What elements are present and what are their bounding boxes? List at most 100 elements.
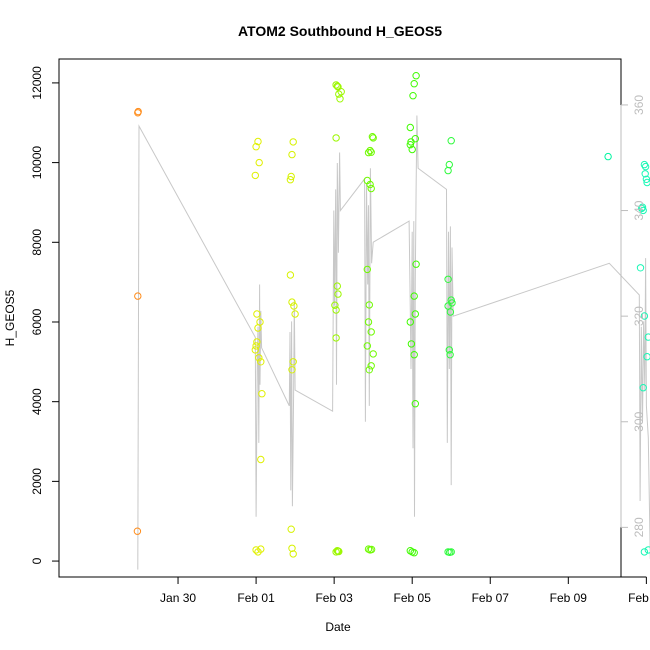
y-tick-label: 6000 xyxy=(30,308,44,335)
data-point xyxy=(333,282,341,290)
data-point xyxy=(638,203,647,211)
data-point xyxy=(407,340,416,348)
x-axis-label: Date xyxy=(325,620,351,634)
data-point xyxy=(410,292,418,300)
data-point xyxy=(367,184,375,193)
data-point xyxy=(291,310,299,318)
data-point xyxy=(407,138,415,146)
data-point xyxy=(289,358,297,366)
series-4 xyxy=(363,133,377,554)
data-point xyxy=(368,133,377,141)
data-points-group xyxy=(133,72,650,558)
data-point xyxy=(444,302,452,310)
data-point xyxy=(252,143,260,151)
data-point xyxy=(367,362,375,370)
series-1 xyxy=(251,137,266,556)
y-tick-label: 8000 xyxy=(30,229,44,256)
data-point xyxy=(363,342,371,350)
data-point xyxy=(290,302,298,310)
data-point xyxy=(365,366,373,374)
data-point xyxy=(363,265,371,274)
data-point xyxy=(444,166,452,175)
data-point xyxy=(369,134,377,142)
plot-area xyxy=(58,58,650,578)
data-point xyxy=(446,351,454,359)
data-point xyxy=(447,137,455,145)
data-point xyxy=(256,318,264,326)
data-point xyxy=(406,141,414,149)
secondary-trace-group xyxy=(137,115,650,570)
data-point xyxy=(365,301,373,309)
data-point xyxy=(406,318,414,326)
x-tick-label: Feb 03 xyxy=(315,591,353,605)
data-point xyxy=(644,333,650,341)
y-tick-label: 4000 xyxy=(30,388,44,415)
data-point xyxy=(369,350,377,358)
x-axis: Jan 30 Feb 01 Feb 03 Feb 05 Feb 07 Feb 09 Feb … xyxy=(160,576,650,605)
y-tick-label: 10000 xyxy=(30,146,44,180)
data-point xyxy=(638,204,646,213)
data-point xyxy=(367,148,375,156)
data-point xyxy=(411,310,419,318)
data-point xyxy=(134,107,142,116)
data-point xyxy=(251,171,260,180)
data-point xyxy=(257,358,265,366)
data-point xyxy=(445,160,453,169)
data-point xyxy=(409,92,417,100)
data-point xyxy=(412,72,420,80)
data-point xyxy=(636,264,645,272)
data-point xyxy=(367,545,376,554)
data-point xyxy=(366,146,374,155)
data-point xyxy=(604,152,612,161)
data-point xyxy=(337,88,345,96)
data-point xyxy=(639,206,647,215)
y-tick-label: 2000 xyxy=(30,468,44,495)
data-point xyxy=(253,338,261,346)
data-point xyxy=(258,390,266,398)
data-point xyxy=(287,172,295,181)
data-point xyxy=(332,134,340,142)
data-point xyxy=(253,310,261,318)
y2-tick-label: 280 xyxy=(632,517,646,537)
data-point xyxy=(335,90,343,98)
chart-title: ATOM2 Southbound H_GEOS5 xyxy=(238,23,442,39)
x-tick-label: Feb 11 xyxy=(628,591,650,605)
data-point xyxy=(640,548,649,556)
data-point xyxy=(287,525,295,533)
data-point xyxy=(639,384,647,392)
y-axis-left: 0 2000 4000 6000 8000 10000 12000 xyxy=(30,66,60,564)
data-point xyxy=(288,544,296,552)
data-point xyxy=(643,178,650,187)
data-point xyxy=(406,123,414,132)
data-point xyxy=(332,306,340,314)
secondary-trace-line xyxy=(137,115,650,570)
data-point xyxy=(364,148,373,157)
data-point xyxy=(288,366,296,374)
data-point xyxy=(643,353,650,361)
data-point xyxy=(257,455,265,464)
y2-tick-label: 340 xyxy=(632,200,646,220)
data-point xyxy=(332,81,340,89)
data-point xyxy=(289,550,297,558)
x-tick-label: Feb 09 xyxy=(550,591,588,605)
y-tick-label: 12000 xyxy=(30,66,44,100)
data-point xyxy=(644,546,650,554)
data-point xyxy=(331,301,339,309)
data-point xyxy=(286,176,295,184)
data-point xyxy=(251,346,260,354)
data-point xyxy=(641,162,650,171)
data-point xyxy=(134,292,142,300)
x-tick-label: Feb 01 xyxy=(237,591,275,605)
series-2 xyxy=(286,138,299,558)
x-tick-label: Jan 30 xyxy=(160,591,196,605)
y-axis-right: 280 300 320 340 360 xyxy=(620,95,646,537)
data-point xyxy=(335,547,343,556)
data-point xyxy=(408,145,416,154)
data-point xyxy=(286,271,295,279)
data-point xyxy=(288,150,296,159)
data-point xyxy=(406,547,414,555)
data-point xyxy=(257,545,265,553)
data-point xyxy=(641,170,649,178)
series-0 xyxy=(133,107,142,535)
